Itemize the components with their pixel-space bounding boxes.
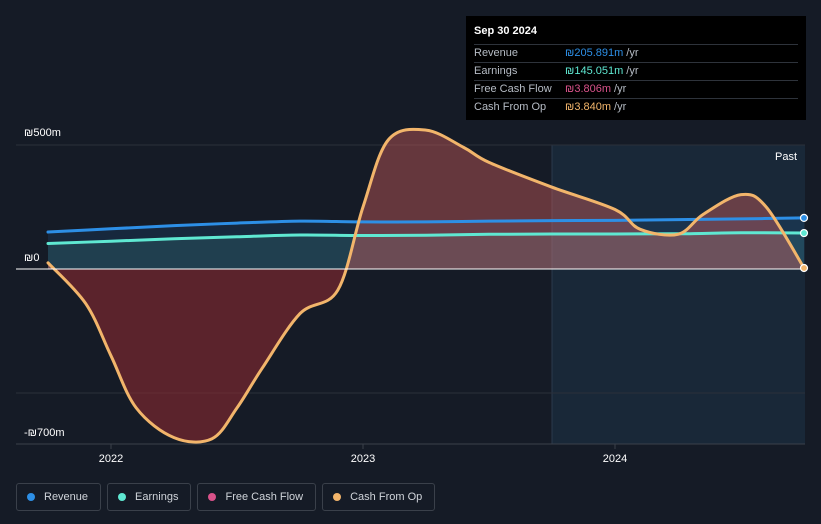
tooltip-unit: /yr xyxy=(614,83,627,95)
y-axis-labels: ₪500m ₪0 -₪700m xyxy=(24,127,65,439)
tooltip-value: ₪145.051m xyxy=(565,65,624,77)
tooltip-label: Earnings xyxy=(474,65,518,77)
series-area-earnings xyxy=(48,232,804,269)
tooltip-label: Cash From Op xyxy=(474,101,547,113)
series-lines xyxy=(46,127,806,444)
y-axis-label: ₪0 xyxy=(24,252,39,264)
y-axis-label: ₪500m xyxy=(24,127,61,139)
series-line-cash-from-op xyxy=(46,127,806,444)
chart-canvas: ₪500m ₪0 -₪700m 2022 2023 2024 Past xyxy=(16,127,809,465)
tooltip-value: ₪3.840m xyxy=(565,101,612,113)
series-end-dots xyxy=(799,213,809,273)
series-line-revenue xyxy=(46,216,806,234)
legend-label: Revenue xyxy=(44,491,89,503)
series-end-dot-revenue xyxy=(799,213,809,223)
x-axis-label: 2023 xyxy=(351,453,375,465)
legend-dot-icon xyxy=(333,493,342,501)
tooltip-unit: /yr xyxy=(626,47,639,59)
legend-label: Free Cash Flow xyxy=(225,491,304,503)
x-axis-label: 2024 xyxy=(603,453,627,465)
legend-item-revenue[interactable]: Revenue xyxy=(16,483,102,511)
tooltip-unit: /yr xyxy=(626,65,639,77)
tooltip-row-free-cash-flow: Free Cash Flow ₪3.806m/yr xyxy=(474,81,798,99)
tooltip: Sep 30 2024 Revenue ₪205.891m/yr Earnings ₪… xyxy=(466,16,806,120)
series-area-cash-from-op-negative xyxy=(48,269,804,443)
series-area-revenue xyxy=(48,217,804,269)
past-region xyxy=(552,145,805,444)
tooltip-row-cash-from-op: Cash From Op ₪3.840m/yr xyxy=(474,99,798,116)
tooltip-value: ₪205.891m xyxy=(565,47,624,59)
legend-item-cash-from-op[interactable]: Cash From Op xyxy=(322,483,436,511)
legend-label: Cash From Op xyxy=(350,491,423,503)
legend-dot-icon xyxy=(118,493,127,501)
tooltip-row-revenue: Revenue ₪205.891m/yr xyxy=(474,45,798,63)
series-end-dot-earnings xyxy=(799,228,809,238)
series-end-dot-cash-from-op xyxy=(799,263,809,273)
past-label: Past xyxy=(775,151,797,163)
y-axis-label: -₪700m xyxy=(24,427,65,439)
tooltip-value: ₪3.806m xyxy=(565,83,612,95)
tooltip-unit: /yr xyxy=(614,101,627,113)
legend-item-earnings[interactable]: Earnings xyxy=(107,483,192,511)
tooltip-label: Revenue xyxy=(474,47,519,59)
tooltip-label: Free Cash Flow xyxy=(474,83,552,95)
legend-dot-icon xyxy=(208,493,217,501)
legend-item-free-cash-flow[interactable]: Free Cash Flow xyxy=(197,483,317,511)
tooltip-rows: Revenue ₪205.891m/yr Earnings ₪145.051m/yr F… xyxy=(474,45,798,116)
legend-label: Earnings xyxy=(135,491,179,503)
x-axis-labels: 2022 2023 2024 xyxy=(99,444,627,465)
x-axis-label: 2022 xyxy=(99,453,123,465)
legend: Revenue Earnings Free Cash Flow Cash From O… xyxy=(16,483,436,511)
legend-dot-icon xyxy=(27,493,35,501)
tooltip-date: Sep 30 2024 xyxy=(474,24,798,45)
tooltip-row-earnings: Earnings ₪145.051m/yr xyxy=(474,63,798,81)
